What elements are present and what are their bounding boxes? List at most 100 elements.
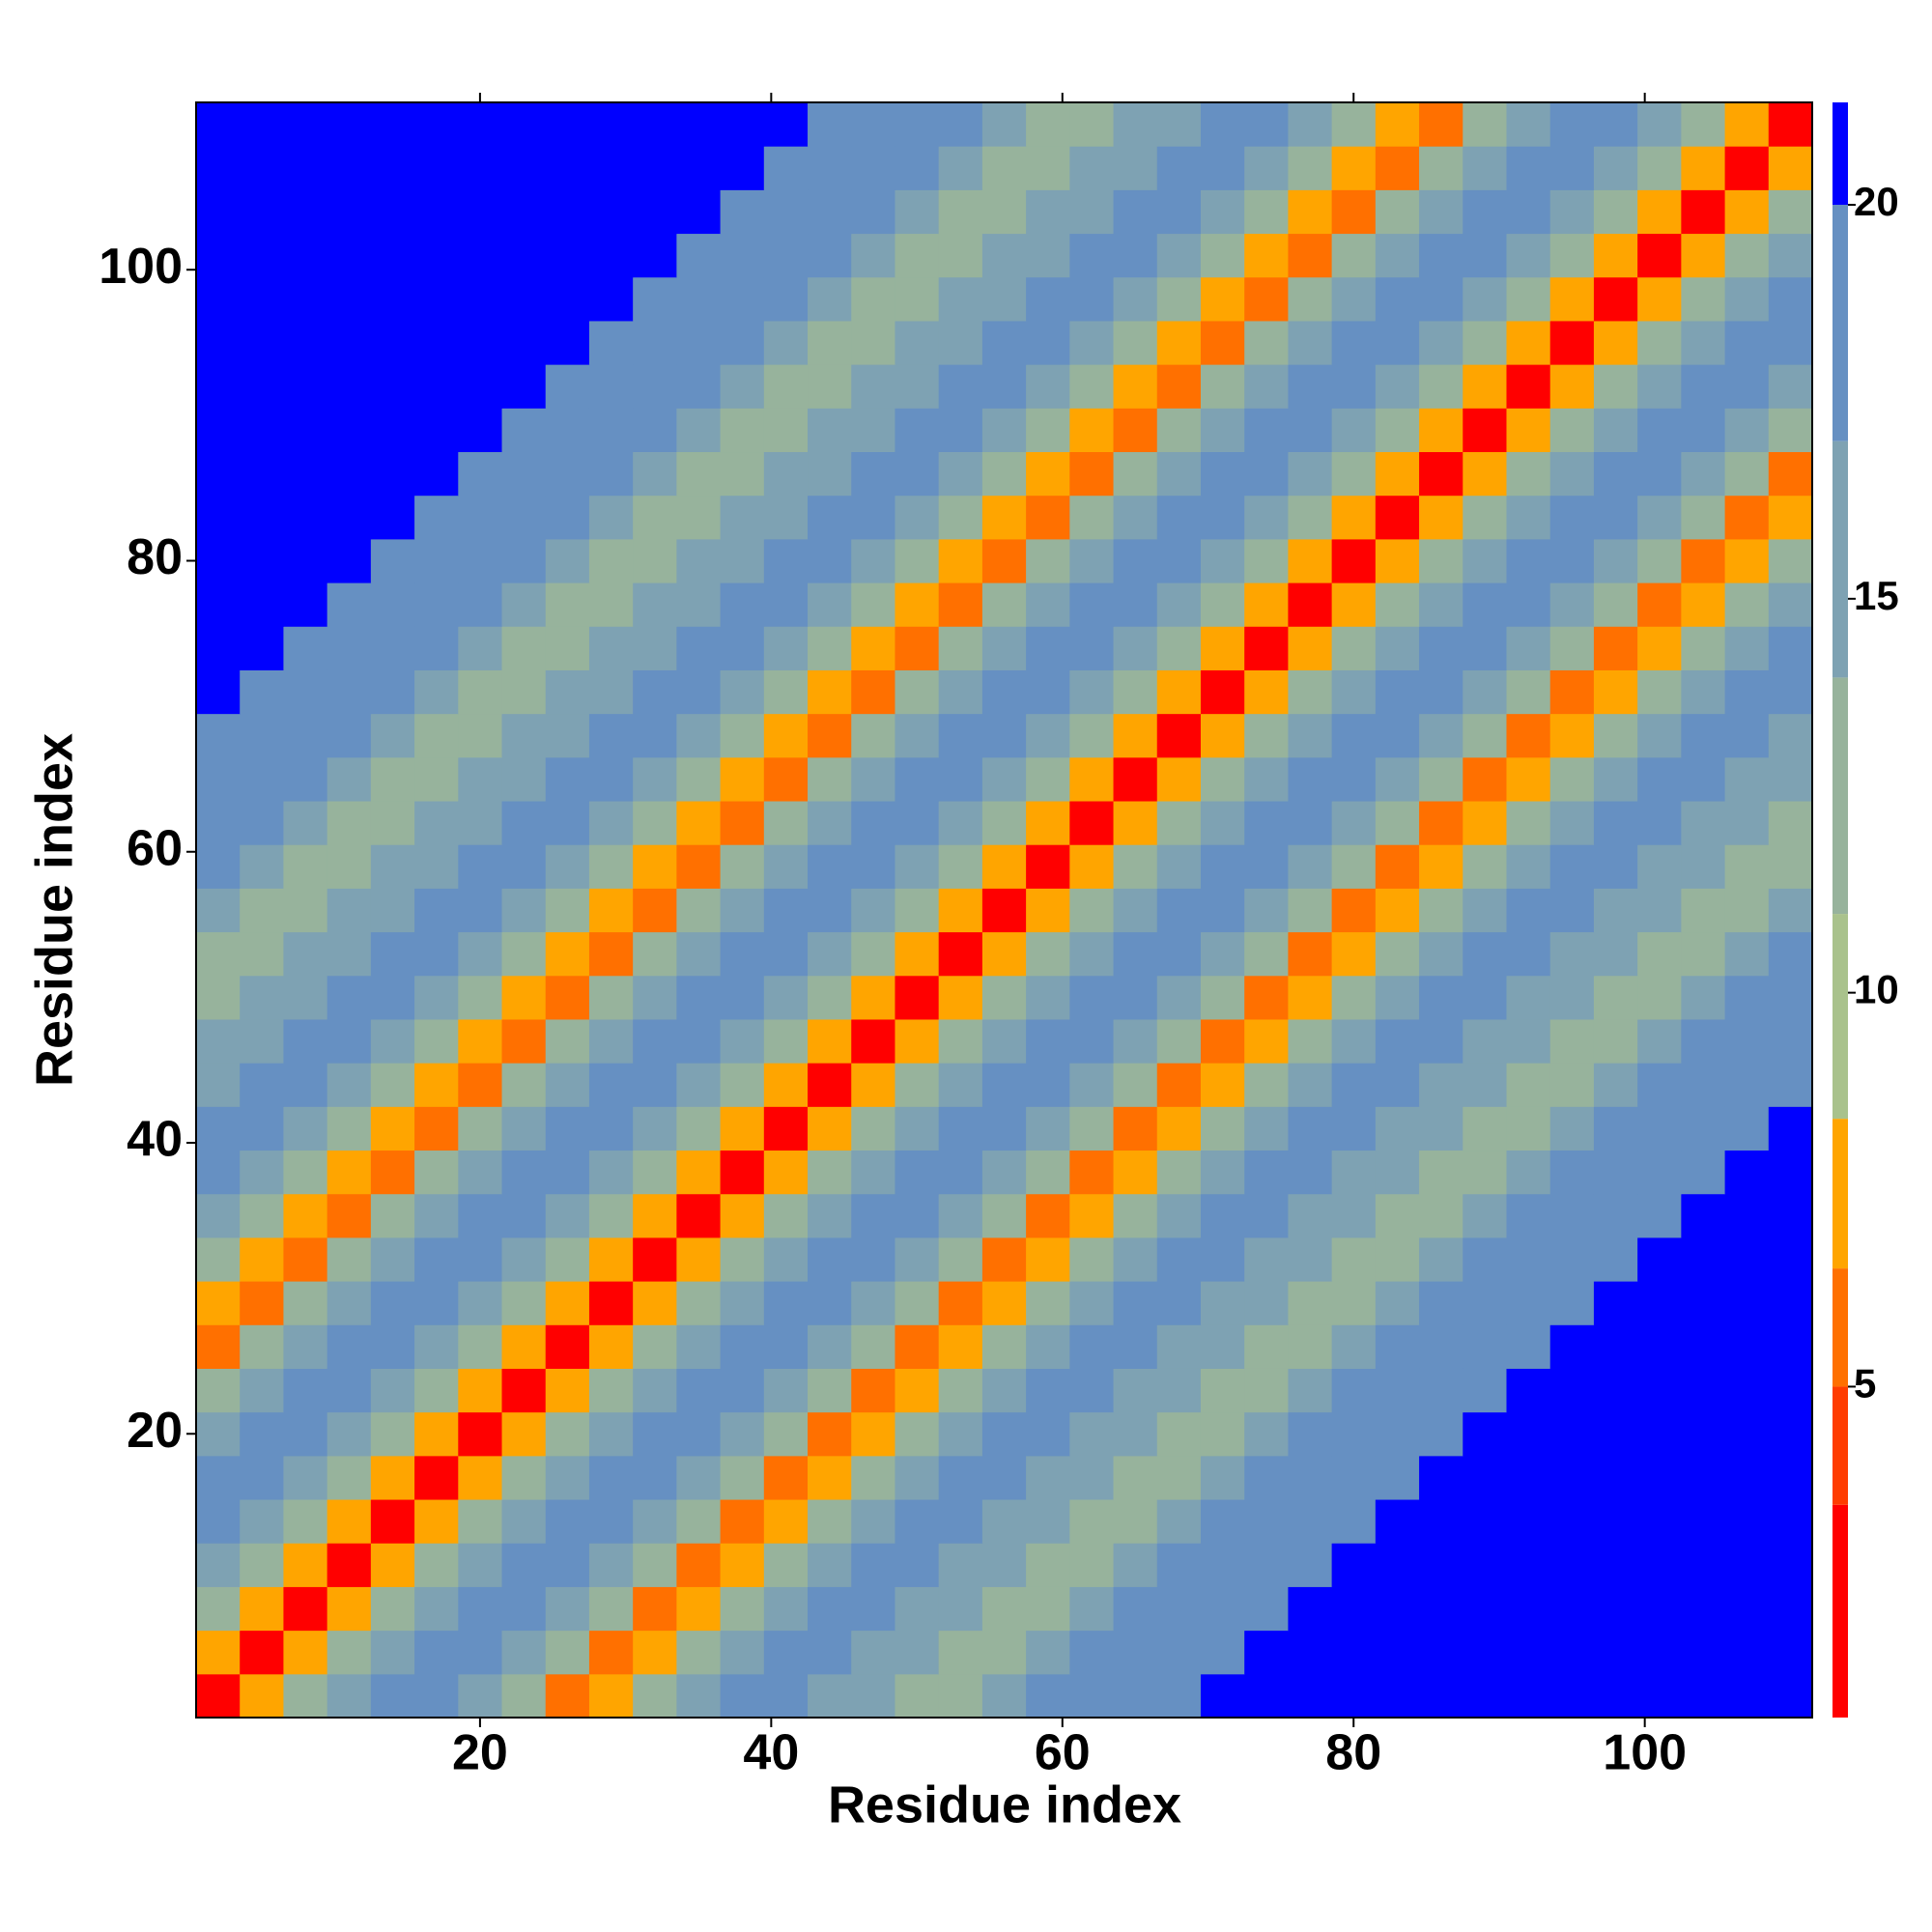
heatmap-cell — [808, 1236, 852, 1282]
heatmap-cell — [981, 1150, 1027, 1195]
heatmap-cell — [676, 713, 722, 758]
heatmap-cell — [414, 102, 459, 147]
heatmap-cell — [1069, 538, 1115, 583]
heatmap-cell — [1200, 276, 1245, 322]
heatmap-cell — [588, 1106, 634, 1151]
heatmap-cell — [1681, 451, 1726, 497]
heatmap-cell — [327, 1368, 372, 1413]
heatmap-cell — [1419, 1236, 1463, 1282]
heatmap-cell — [1419, 1499, 1463, 1544]
heatmap-cell — [1156, 713, 1202, 758]
x-axis-title: Residue index — [828, 1776, 1181, 1833]
heatmap-cell — [1375, 582, 1420, 627]
heatmap-cell — [633, 1673, 677, 1719]
heatmap-cell — [1768, 888, 1813, 933]
heatmap-cell — [763, 1018, 809, 1064]
heatmap-cell — [633, 1324, 677, 1369]
heatmap-cell — [1637, 408, 1682, 453]
heatmap-cell — [1593, 451, 1638, 497]
heatmap-cell — [240, 1630, 284, 1675]
heatmap-cell — [1463, 1106, 1507, 1151]
heatmap-cell — [676, 364, 722, 409]
heatmap-cell — [1375, 713, 1420, 758]
heatmap-cell — [1156, 320, 1202, 365]
heatmap-cell — [1288, 1411, 1333, 1457]
colorbar-band — [1833, 1386, 1848, 1505]
heatmap-cell — [1637, 1499, 1682, 1544]
heatmap-cell — [1419, 801, 1463, 845]
heatmap-cell — [327, 451, 372, 497]
heatmap-cell — [1375, 408, 1420, 453]
heatmap-cell — [1768, 1018, 1813, 1064]
heatmap-cell — [1026, 1150, 1070, 1195]
heatmap-cell — [370, 1018, 415, 1064]
heatmap-cell — [1637, 276, 1682, 322]
heatmap-cell — [1156, 582, 1202, 627]
heatmap-cell — [851, 1543, 895, 1587]
heatmap-cell — [1506, 408, 1551, 453]
heatmap-cell — [808, 1018, 852, 1064]
heatmap-cell — [240, 844, 284, 889]
heatmap-cell — [588, 320, 634, 365]
heatmap-cell — [633, 582, 677, 627]
heatmap-cell — [588, 408, 634, 453]
heatmap-cell — [1288, 1455, 1333, 1500]
heatmap-cell — [283, 102, 328, 147]
heatmap-cell — [1724, 1411, 1770, 1457]
heatmap-cell — [720, 1586, 765, 1632]
heatmap-cell — [501, 1236, 547, 1282]
heatmap-cell — [588, 626, 634, 670]
heatmap-cell — [1244, 102, 1289, 147]
heatmap-cell — [1768, 582, 1813, 627]
heatmap-cell — [1637, 1368, 1682, 1413]
heatmap-cell — [196, 1586, 241, 1632]
heatmap-cell — [851, 1236, 895, 1282]
heatmap-cell — [1331, 1106, 1377, 1151]
heatmap-cell — [763, 931, 809, 977]
heatmap-cell — [1549, 626, 1595, 670]
heatmap-cell — [938, 1236, 983, 1282]
heatmap-cell — [327, 582, 372, 627]
heatmap-cell — [414, 1324, 459, 1369]
heatmap-cell — [1375, 320, 1420, 365]
heatmap-cell — [501, 320, 547, 365]
heatmap-cell — [720, 844, 765, 889]
heatmap-cell — [1026, 1630, 1070, 1675]
heatmap-cell — [895, 1543, 940, 1587]
heatmap-cell — [1200, 713, 1245, 758]
heatmap-cell — [1069, 669, 1115, 715]
heatmap-cell — [1463, 801, 1507, 845]
heatmap-cell — [1463, 233, 1507, 278]
heatmap-cell — [1244, 1324, 1289, 1369]
heatmap-cell — [1244, 1586, 1289, 1632]
heatmap-cell — [545, 538, 590, 583]
heatmap-cell — [1288, 931, 1333, 977]
heatmap-cell — [1724, 320, 1770, 365]
heatmap-cell — [1113, 1499, 1158, 1544]
heatmap-cell — [1200, 1673, 1245, 1719]
heatmap-cell — [981, 1018, 1027, 1064]
heatmap-cell — [458, 888, 503, 933]
heatmap-cell — [1593, 102, 1638, 147]
heatmap-cell — [1331, 888, 1377, 933]
heatmap-cell — [327, 888, 372, 933]
heatmap-cell — [895, 1150, 940, 1195]
heatmap-cell — [1724, 669, 1770, 715]
heatmap-cell — [1156, 1368, 1202, 1413]
heatmap-cell — [1593, 233, 1638, 278]
heatmap-cell — [1331, 975, 1377, 1020]
heatmap-cell — [1331, 408, 1377, 453]
heatmap-cell — [327, 1106, 372, 1151]
heatmap-cell — [1331, 756, 1377, 802]
heatmap-cell — [676, 495, 722, 540]
heatmap-cell — [763, 495, 809, 540]
heatmap-cell — [196, 102, 241, 147]
heatmap-cell — [1200, 146, 1245, 190]
heatmap-cell — [283, 408, 328, 453]
heatmap-cell — [851, 1586, 895, 1632]
heatmap-cell — [240, 233, 284, 278]
heatmap-cell — [545, 931, 590, 977]
heatmap-cell — [851, 1411, 895, 1457]
heatmap-cell — [1113, 713, 1158, 758]
heatmap-cell — [1200, 495, 1245, 540]
